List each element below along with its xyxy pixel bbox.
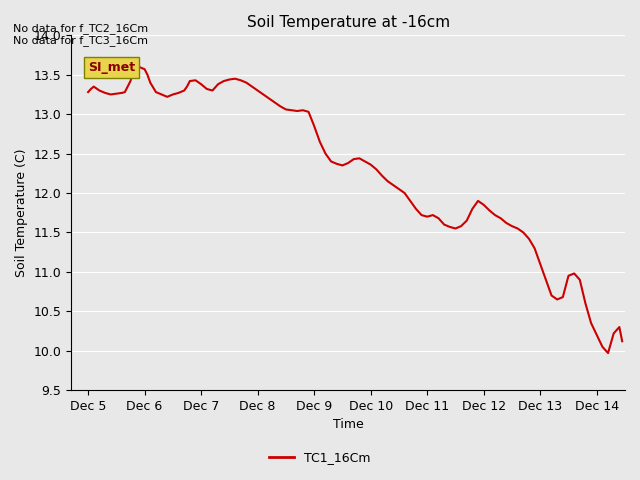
Text: No data for f_TC2_16Cm: No data for f_TC2_16Cm [13,23,148,34]
X-axis label: Time: Time [333,419,364,432]
Y-axis label: Soil Temperature (C): Soil Temperature (C) [15,148,28,277]
Title: Soil Temperature at -16cm: Soil Temperature at -16cm [246,15,450,30]
Text: SI_met: SI_met [88,61,135,74]
Text: No data for f_TC3_16Cm: No data for f_TC3_16Cm [13,35,148,46]
Legend: TC1_16Cm: TC1_16Cm [264,446,376,469]
